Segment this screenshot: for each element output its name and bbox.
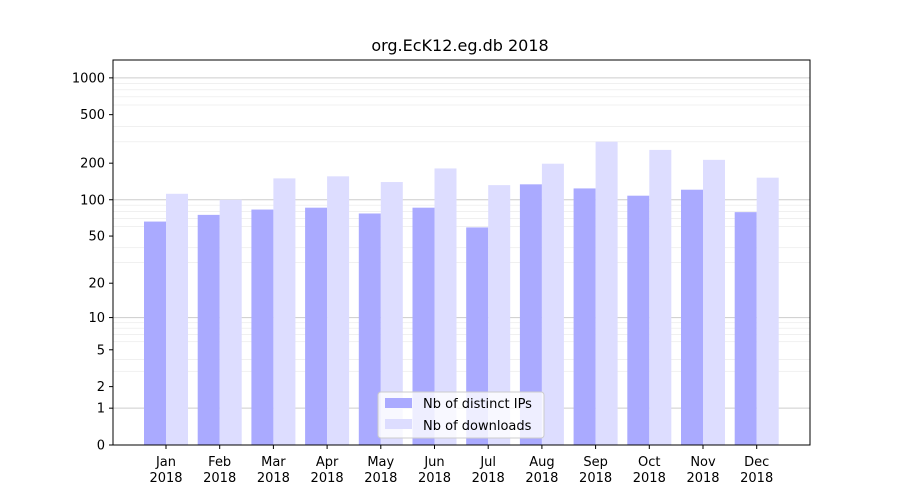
x-tick-label-year: 2018 <box>525 471 558 486</box>
bars <box>144 141 779 446</box>
x-tick-label-year: 2018 <box>257 471 290 486</box>
x-tick-label-month: Jun <box>423 455 444 470</box>
legend-label-downloads: Nb of downloads <box>423 419 532 434</box>
bar-ips-nov <box>681 189 703 445</box>
x-tick-label-month: Nov <box>690 455 716 470</box>
bar-downloads-aug <box>541 163 564 445</box>
bar-downloads-jan <box>166 193 188 445</box>
chart-title: org.EcK12.eg.db 2018 <box>371 36 548 55</box>
y-tick-label: 1000 <box>72 71 105 86</box>
x-tick-label-year: 2018 <box>364 471 397 486</box>
x-tick-label-year: 2018 <box>418 471 451 486</box>
x-tick-label-month: May <box>367 455 394 470</box>
y-tick-label: 20 <box>88 277 105 292</box>
x-tick-label-month: Jan <box>155 455 176 470</box>
bar-downloads-sep <box>595 141 618 445</box>
x-tick-label-year: 2018 <box>149 471 182 486</box>
bar-downloads-feb <box>219 199 242 445</box>
bar-ips-jun <box>412 207 435 445</box>
x-tick-label-year: 2018 <box>633 471 666 486</box>
legend-swatch-ips <box>385 398 412 408</box>
y-tick-label: 2 <box>97 380 105 395</box>
x-axis: Jan2018Feb2018Mar2018Apr2018May2018Jun20… <box>149 445 773 486</box>
bar-downloads-jun <box>434 168 457 445</box>
x-tick-label-year: 2018 <box>740 471 773 486</box>
y-tick-label: 200 <box>80 157 105 172</box>
y-tick-label: 1 <box>97 402 105 417</box>
bar-downloads-dec <box>756 177 779 446</box>
bar-ips-oct <box>627 195 650 445</box>
y-tick-label: 5 <box>97 343 105 358</box>
x-tick-label-year: 2018 <box>472 471 505 486</box>
bar-downloads-nov <box>703 159 725 445</box>
bar-downloads-apr <box>327 176 350 445</box>
legend-box <box>377 391 545 439</box>
bar-ips-jul <box>466 227 489 445</box>
x-tick-label-month: Mar <box>261 455 286 470</box>
bar-ips-may <box>358 213 381 445</box>
y-tick-label: 0 <box>97 439 105 454</box>
y-tick-label: 10 <box>88 311 105 326</box>
x-tick-label-month: Aug <box>529 455 554 470</box>
bar-downloads-may <box>380 182 403 445</box>
x-tick-label-month: Dec <box>744 455 769 470</box>
x-tick-label-month: Jul <box>479 455 496 470</box>
bar-ips-apr <box>305 207 328 445</box>
bar-ips-feb <box>197 214 220 445</box>
bar-ips-aug <box>519 184 542 445</box>
y-tick-label: 100 <box>80 193 105 208</box>
x-tick-label-month: Feb <box>208 455 231 470</box>
x-tick-label-month: Apr <box>316 455 339 470</box>
legend: Nb of distinct IPs Nb of downloads <box>377 391 545 439</box>
bar-downloads-mar <box>273 178 296 445</box>
x-tick-label-year: 2018 <box>686 471 719 486</box>
bar-ips-sep <box>573 188 596 445</box>
bar-ips-mar <box>251 209 274 445</box>
legend-label-ips: Nb of distinct IPs <box>423 397 532 412</box>
bar-ips-jan <box>144 221 166 445</box>
x-tick-label-month: Sep <box>583 455 608 470</box>
bar-downloads-oct <box>649 149 672 445</box>
y-tick-label: 500 <box>80 108 105 123</box>
plot-frame <box>112 59 811 446</box>
x-tick-label-year: 2018 <box>311 471 344 486</box>
x-tick-label-year: 2018 <box>579 471 612 486</box>
bar-ips-dec <box>734 212 757 445</box>
bar-downloads-jul <box>488 185 511 446</box>
y-axis: 0 1 2 5 10 20 50 100 200 500 1000 <box>72 71 113 454</box>
x-tick-label-year: 2018 <box>203 471 236 486</box>
x-tick-label-month: Oct <box>638 455 660 470</box>
y-tick-label: 50 <box>88 230 105 245</box>
legend-swatch-downloads <box>385 419 412 429</box>
